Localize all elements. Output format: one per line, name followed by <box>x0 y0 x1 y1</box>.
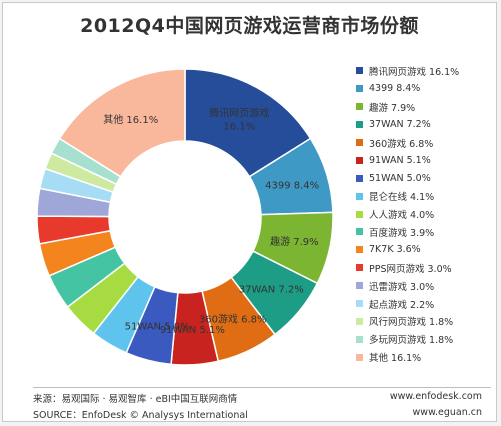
legend-label-14: 风行网页游戏 1.8% <box>369 317 454 329</box>
url-eguan: www.eguan.cn <box>412 407 482 418</box>
legend-swatch-7 <box>356 192 363 200</box>
donut-chart: 腾讯网页游戏 16.1% 4399 8.4% 趣游 7.9% 37WAN 7.2% 360… <box>36 68 334 366</box>
legend-swatch-1 <box>356 85 363 93</box>
legend-swatch-8 <box>356 210 363 218</box>
legend-item-13: 起点游戏 2.2% <box>356 295 496 313</box>
url-enfodesk: www.enfodesk.com <box>389 391 482 402</box>
legend-item-2: 趣游 7.9% <box>356 98 496 116</box>
legend-label-3: 37WAN 7.2% <box>369 119 431 131</box>
legend-item-12: 迅雷游戏 3.0% <box>356 277 496 295</box>
legend-swatch-12 <box>356 282 363 290</box>
donut-slices <box>36 68 334 366</box>
legend-item-3: 37WAN 7.2% <box>356 116 496 134</box>
legend-swatch-9 <box>356 228 363 236</box>
legend-swatch-0 <box>356 67 363 75</box>
legend-label-5: 91WAN 5.1% <box>369 154 431 166</box>
legend-item-1: 4399 8.4% <box>356 80 496 98</box>
legend-swatch-3 <box>356 121 363 129</box>
legend-label-12: 迅雷游戏 3.0% <box>369 281 435 293</box>
legend-item-6: 51WAN 5.0% <box>356 169 496 187</box>
chart-frame: 2012Q4中国网页游戏运营商市场份额 腾讯网页游戏 16.1% 4399 8.4%… <box>2 2 497 422</box>
legend-item-15: 多玩网页游戏 1.8% <box>356 330 496 348</box>
slice-label-6: 51WAN 5.0% <box>125 321 190 332</box>
legend-label-15: 多玩网页游戏 1.8% <box>369 335 454 347</box>
legend-swatch-16 <box>356 353 363 361</box>
slice-label-4: 360游戏 6.8% <box>199 312 267 325</box>
legend-swatch-14 <box>356 317 363 325</box>
legend-item-16: 其他 16.1% <box>356 348 496 366</box>
footer-divider <box>33 387 491 388</box>
legend-label-4: 360游戏 6.8% <box>369 138 434 150</box>
legend-swatch-11 <box>356 264 363 272</box>
legend-label-7: 昆仑在线 4.1% <box>369 192 435 204</box>
legend-label-9: 百度游戏 3.9% <box>369 227 435 239</box>
legend-label-1: 4399 8.4% <box>369 83 421 95</box>
legend-swatch-2 <box>356 103 363 111</box>
legend-item-8: 人人游戏 4.0% <box>356 205 496 223</box>
legend-swatch-15 <box>356 335 363 343</box>
legend-swatch-10 <box>356 246 363 254</box>
legend-swatch-4 <box>356 139 363 146</box>
slice-label-16: 其他 16.1% <box>103 113 158 126</box>
legend-label-2: 趣游 7.9% <box>369 102 416 114</box>
legend: 腾讯网页游戏 16.1% 4399 8.4% 趣游 7.9% 37WAN 7.2% 36… <box>356 62 496 366</box>
legend-item-4: 360游戏 6.8% <box>356 134 496 152</box>
legend-label-16: 其他 16.1% <box>369 353 422 365</box>
legend-label-0: 腾讯网页游戏 16.1% <box>369 66 460 78</box>
slice-label-0-line1: 16.1% <box>223 122 255 133</box>
legend-swatch-13 <box>356 300 363 308</box>
slice-16 <box>58 68 186 178</box>
legend-item-14: 风行网页游戏 1.8% <box>356 312 496 330</box>
legend-label-11: PPS网页游戏 3.0% <box>369 263 452 275</box>
slice-labels: 腾讯网页游戏 16.1% 4399 8.4% 趣游 7.9% 37WAN 7.2% 360… <box>103 107 319 336</box>
legend-item-11: PPS网页游戏 3.0% <box>356 259 496 277</box>
legend-swatch-5 <box>356 156 363 164</box>
legend-item-5: 91WAN 5.1% <box>356 151 496 169</box>
source-en: SOURCE：EnfoDesk © Analysys International <box>33 410 248 421</box>
source-cn: 来源：易观国际 · 易观智库 · eBI中国互联网商情 <box>33 394 238 405</box>
chart-title: 2012Q4中国网页游戏运营商市场份额 <box>80 15 419 37</box>
legend-swatch-6 <box>356 174 363 182</box>
slice-label-2: 趣游 7.9% <box>270 235 319 248</box>
slice-label-0-line0: 腾讯网页游戏 <box>209 107 269 120</box>
slice-label-1: 4399 8.4% <box>265 180 319 191</box>
slice-label-5: 91WAN 5.1% <box>160 325 225 336</box>
legend-label-10: 7K7K 3.6% <box>369 244 421 256</box>
slice-label-3: 37WAN 7.2% <box>239 284 304 295</box>
legend-item-0: 腾讯网页游戏 16.1% <box>356 62 496 80</box>
legend-item-9: 百度游戏 3.9% <box>356 223 496 241</box>
legend-item-7: 昆仑在线 4.1% <box>356 187 496 205</box>
legend-label-6: 51WAN 5.0% <box>369 172 431 184</box>
legend-item-10: 7K7K 3.6% <box>356 241 496 259</box>
legend-label-13: 起点游戏 2.2% <box>369 299 435 311</box>
legend-label-8: 人人游戏 4.0% <box>369 210 435 222</box>
